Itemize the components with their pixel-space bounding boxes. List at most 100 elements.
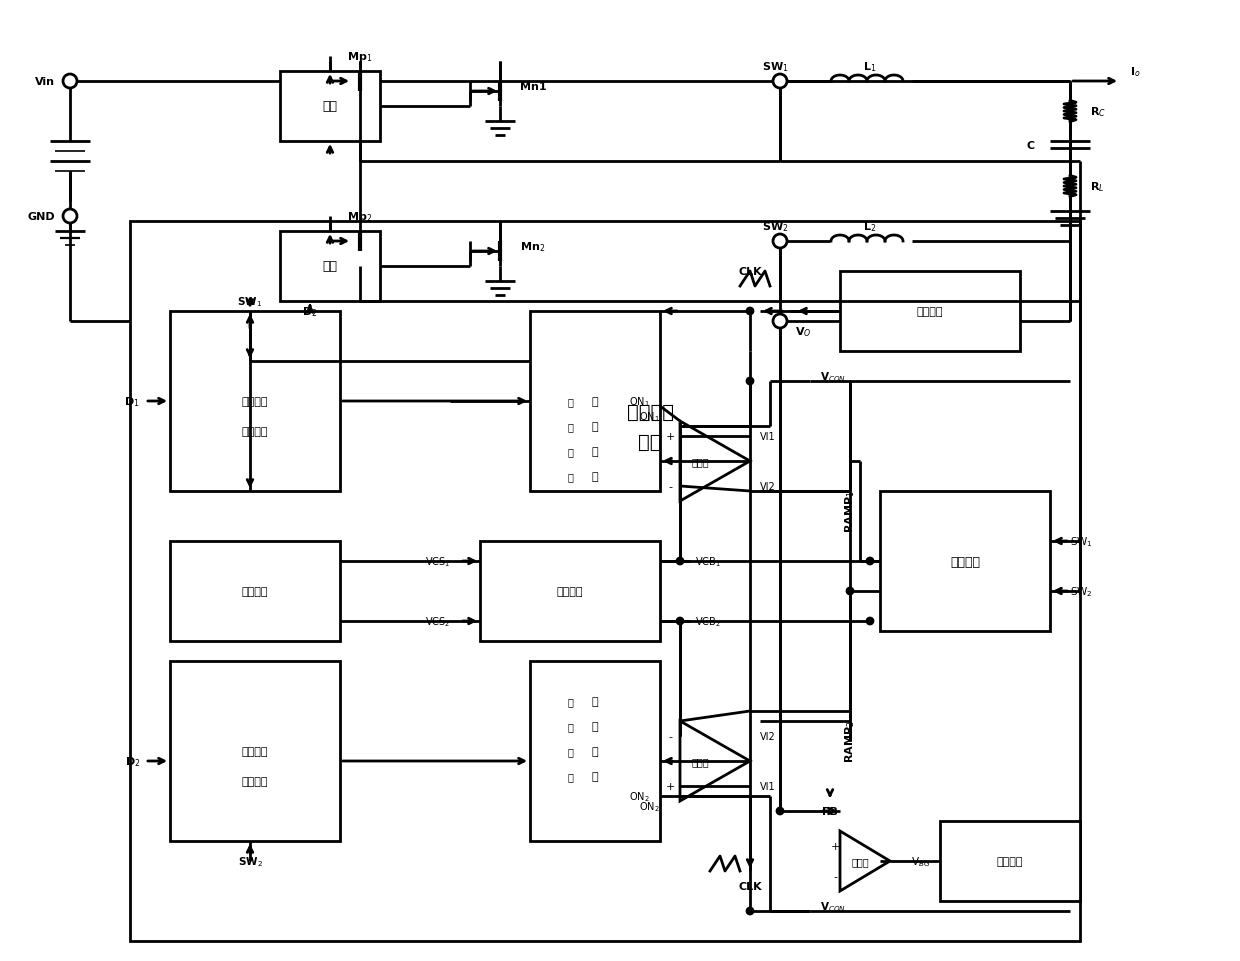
Text: 补: 补 xyxy=(591,447,599,456)
Text: VCS$_1$: VCS$_1$ xyxy=(424,554,450,568)
Text: 偿: 偿 xyxy=(591,771,599,781)
Text: ON$_2$: ON$_2$ xyxy=(630,789,650,803)
Text: -: - xyxy=(668,481,672,491)
Circle shape xyxy=(677,618,683,625)
Bar xyxy=(130,222,1080,941)
Text: 测: 测 xyxy=(591,422,599,431)
Text: 电: 电 xyxy=(567,447,573,456)
Circle shape xyxy=(773,314,787,329)
Text: ON$_1$: ON$_1$ xyxy=(630,395,650,408)
Bar xyxy=(529,661,660,841)
Text: 电流均衡: 电流均衡 xyxy=(557,586,583,597)
Text: 比较器: 比较器 xyxy=(691,756,709,766)
Text: ON$_1$: ON$_1$ xyxy=(640,409,660,424)
Text: 路: 路 xyxy=(567,472,573,481)
Text: V$_{CON}$: V$_{CON}$ xyxy=(820,370,846,383)
Text: Vin: Vin xyxy=(35,77,55,86)
Text: VI2: VI2 xyxy=(760,731,776,741)
Text: SW$_1$: SW$_1$ xyxy=(1070,534,1092,549)
Circle shape xyxy=(63,75,77,89)
Bar xyxy=(880,491,1050,631)
Text: 电流采样: 电流采样 xyxy=(242,586,268,597)
Text: -: - xyxy=(668,731,672,741)
Text: R$_L$: R$_L$ xyxy=(1090,180,1105,194)
Text: Mn1: Mn1 xyxy=(520,82,547,92)
Text: GND: GND xyxy=(27,211,55,222)
Text: 制: 制 xyxy=(567,722,573,731)
Text: V$_O$: V$_O$ xyxy=(795,325,811,338)
Bar xyxy=(529,311,660,491)
Text: VI1: VI1 xyxy=(760,431,776,441)
Text: 偿: 偿 xyxy=(591,472,599,481)
Circle shape xyxy=(63,209,77,224)
Text: I$_o$: I$_o$ xyxy=(1130,65,1141,79)
Bar xyxy=(480,541,660,641)
Text: 制: 制 xyxy=(567,422,573,431)
Text: Mn$_2$: Mn$_2$ xyxy=(520,240,546,254)
Text: 测: 测 xyxy=(591,722,599,731)
Text: CLK: CLK xyxy=(738,267,761,277)
Bar xyxy=(170,661,340,841)
Text: VCS$_2$: VCS$_2$ xyxy=(424,614,450,628)
Text: Mp$_2$: Mp$_2$ xyxy=(347,209,373,224)
Bar xyxy=(170,311,340,491)
Text: 控制逻辑: 控制逻辑 xyxy=(242,747,268,756)
Text: VI1: VI1 xyxy=(760,781,776,791)
Text: 监: 监 xyxy=(591,397,599,407)
Text: +: + xyxy=(666,431,675,441)
Text: VCB$_1$: VCB$_1$ xyxy=(694,554,720,568)
Circle shape xyxy=(746,908,753,914)
Text: +: + xyxy=(666,781,675,791)
Text: R$_C$: R$_C$ xyxy=(1090,105,1106,119)
Text: L$_1$: L$_1$ xyxy=(863,60,877,74)
Text: 芯片: 芯片 xyxy=(639,432,662,451)
Text: SW$_1$: SW$_1$ xyxy=(238,295,263,308)
Bar xyxy=(280,72,379,142)
Bar xyxy=(839,272,1021,352)
Text: Mp$_1$: Mp$_1$ xyxy=(347,50,373,64)
Circle shape xyxy=(777,808,782,814)
Text: VCB$_2$: VCB$_2$ xyxy=(694,614,720,628)
Text: CLK: CLK xyxy=(738,881,761,891)
Circle shape xyxy=(773,234,787,249)
Text: FB: FB xyxy=(822,806,838,816)
Text: 电压环: 电压环 xyxy=(851,856,869,866)
Text: 控制逻辑: 控制逻辑 xyxy=(242,397,268,407)
Text: VI2: VI2 xyxy=(760,481,776,491)
Circle shape xyxy=(867,558,873,564)
Text: L$_2$: L$_2$ xyxy=(863,220,877,234)
Text: 比较器: 比较器 xyxy=(691,456,709,466)
Text: +: + xyxy=(831,841,839,851)
Text: 电: 电 xyxy=(567,747,573,756)
Text: -: - xyxy=(833,871,837,881)
Text: SW$_2$: SW$_2$ xyxy=(238,854,263,868)
Text: 电源管理: 电源管理 xyxy=(626,402,673,421)
Text: 与软启动: 与软启动 xyxy=(242,427,268,436)
Bar xyxy=(940,821,1080,901)
Text: 时钟产生: 时钟产生 xyxy=(916,307,944,317)
Circle shape xyxy=(746,379,753,384)
Text: 与软启动: 与软启动 xyxy=(242,776,268,786)
Text: 基准电路: 基准电路 xyxy=(997,856,1023,866)
Circle shape xyxy=(773,75,787,89)
Text: D$_2$: D$_2$ xyxy=(303,305,317,318)
Text: D$_2$: D$_2$ xyxy=(124,754,140,768)
Text: V$_{CON}$: V$_{CON}$ xyxy=(820,899,846,913)
Text: SW$_2$: SW$_2$ xyxy=(1070,584,1092,599)
Text: D$_1$: D$_1$ xyxy=(124,395,140,408)
Text: RAMP$_2$: RAMP$_2$ xyxy=(843,720,857,762)
Bar xyxy=(280,232,379,302)
Text: ON$_2$: ON$_2$ xyxy=(640,800,660,813)
Circle shape xyxy=(867,618,873,625)
Text: 控: 控 xyxy=(567,397,573,407)
Text: 监: 监 xyxy=(591,697,599,706)
Circle shape xyxy=(746,308,753,314)
Text: 驱动: 驱动 xyxy=(322,100,337,113)
Bar xyxy=(170,541,340,641)
Circle shape xyxy=(847,588,853,595)
Text: 驱动: 驱动 xyxy=(322,260,337,273)
Text: SW$_1$: SW$_1$ xyxy=(761,60,789,74)
Circle shape xyxy=(677,558,683,564)
Text: RAMP$_1$: RAMP$_1$ xyxy=(843,490,857,532)
Text: 路: 路 xyxy=(567,771,573,781)
